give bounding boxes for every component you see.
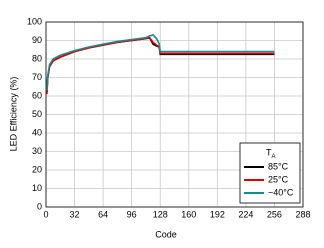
- plot-frame: [45, 21, 304, 208]
- x-axis-label: Code: [155, 229, 177, 239]
- y-tick-label: 50: [32, 109, 42, 119]
- legend-label: 25°C: [268, 174, 289, 184]
- y-tick-label: 90: [32, 35, 42, 45]
- x-tick-label: 128: [153, 209, 168, 219]
- y-tick-label: 30: [32, 146, 42, 156]
- x-tick-label: 224: [238, 209, 253, 219]
- legend-label: −40°C: [268, 187, 294, 197]
- y-tick-label: 70: [32, 72, 42, 82]
- legend-title-sub: A: [272, 154, 276, 160]
- x-tick-label: 0: [43, 209, 48, 219]
- x-tick-label: 192: [210, 209, 225, 219]
- y-tick-label: 80: [32, 53, 42, 63]
- y-tick-label: 10: [32, 183, 42, 193]
- x-tick-label: 256: [267, 209, 282, 219]
- y-axis-label: LED Efficiency (%): [8, 77, 18, 152]
- data-line: [46, 34, 275, 91]
- background: [0, 0, 324, 243]
- x-tick-label: 288: [295, 209, 310, 219]
- legend-label: 85°C: [268, 161, 289, 171]
- y-tick-label: 0: [37, 201, 42, 211]
- y-tick-label: 60: [32, 90, 42, 100]
- x-tick-label: 64: [98, 209, 108, 219]
- chart: Code LED Efficiency (%) 0 10 20 30 40 50 60 70 8…: [0, 0, 324, 243]
- y-tick-label: 100: [27, 16, 42, 26]
- data-line: [46, 36, 275, 95]
- legend-title: TA: [266, 147, 276, 159]
- y-tick-label: 40: [32, 127, 42, 137]
- x-tick-label: 160: [181, 209, 196, 219]
- y-tick-label: 20: [32, 164, 42, 174]
- x-tick-label: 96: [127, 209, 137, 219]
- x-tick-label: 32: [70, 209, 80, 219]
